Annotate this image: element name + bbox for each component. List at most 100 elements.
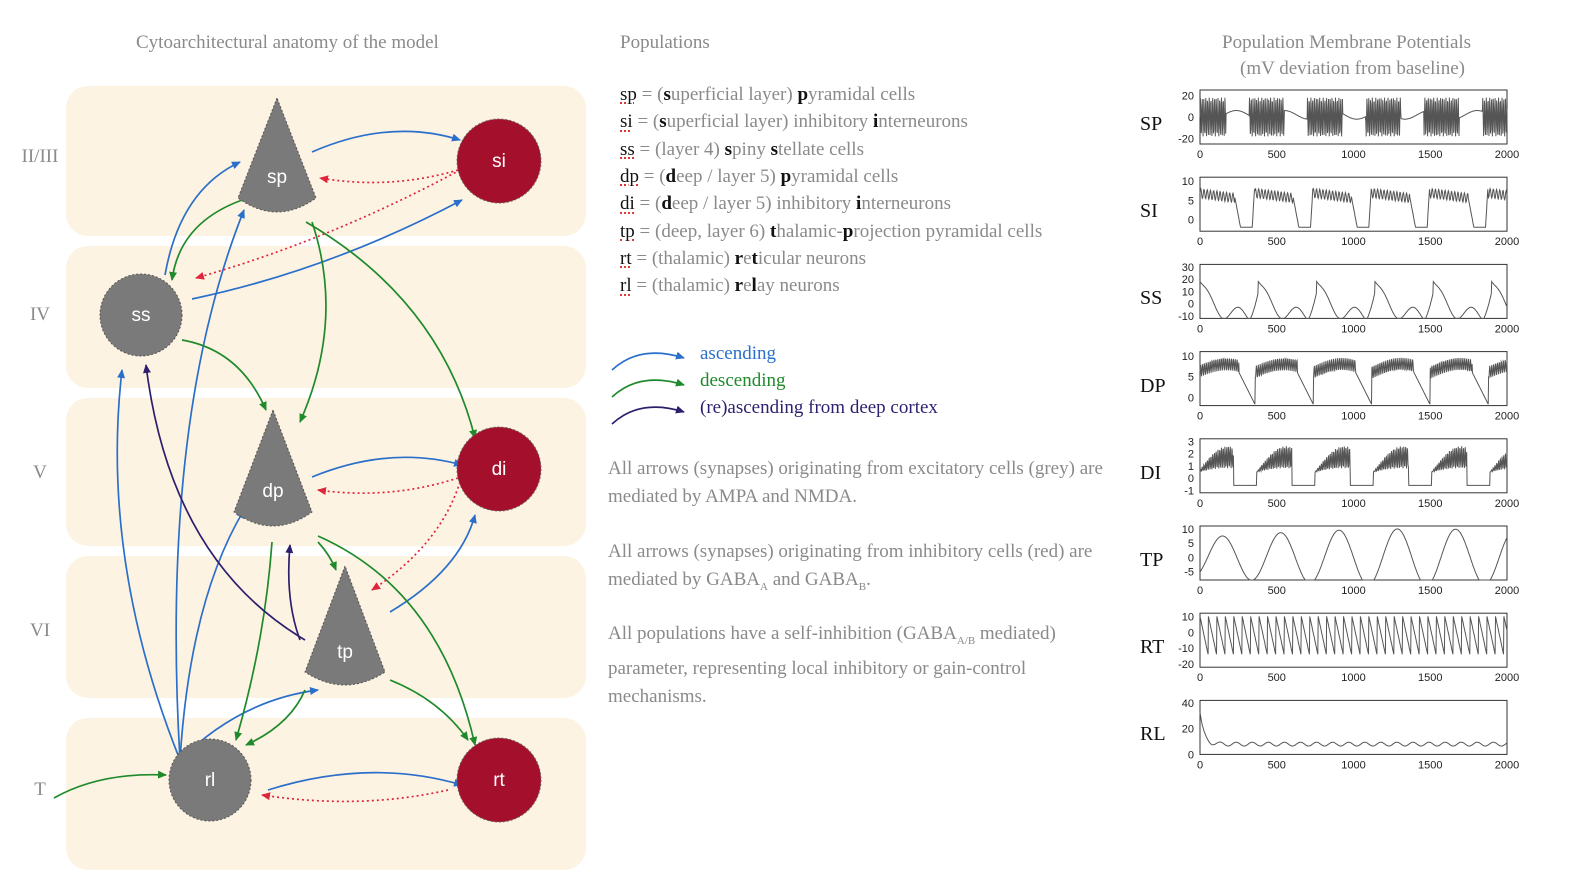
x-tick-label: 0: [1197, 498, 1203, 510]
series-line-sp: [1199, 97, 1508, 137]
plot-label-dp: DP: [1140, 374, 1166, 397]
arrow-ss-si: [191, 199, 463, 300]
node-di: di: [456, 426, 542, 512]
x-tick-label: 1000: [1341, 411, 1365, 423]
y-tick-label: 10: [1182, 286, 1194, 298]
x-tick-label: 0: [1197, 759, 1203, 771]
y-tick-label: -10: [1178, 643, 1194, 655]
layer-label-4: IV: [30, 304, 50, 325]
plot-label-ss: SS: [1140, 287, 1163, 310]
plot-rt: 100-10-200 500 1000 1500 2000: [1178, 611, 1519, 684]
arrow-rl-dp: [179, 509, 245, 761]
y-tick-label: 5: [1188, 538, 1194, 550]
population-text: e: [743, 247, 752, 269]
plot-label-sp: SP: [1140, 113, 1163, 135]
arrow-rl-sp: [175, 209, 245, 761]
population-bold: i: [856, 193, 862, 215]
population-text: = (: [632, 111, 660, 133]
series-line-rt: [1199, 616, 1508, 655]
note-excitatory: All arrows (synapses) originating from e…: [608, 458, 1103, 507]
plot-label-rl: RL: [1140, 723, 1166, 746]
arrow-tp-rl: [245, 689, 306, 746]
arrow-sp-ss: [169, 197, 249, 281]
y-tick-label: 20: [1182, 274, 1194, 286]
population-text: e: [743, 275, 752, 297]
note-self-text-b: mediated) parameter, representing local …: [608, 623, 1056, 707]
plot-label-si: SI: [1140, 200, 1158, 223]
node-tp: tp: [304, 564, 386, 686]
x-tick-label: 1500: [1418, 149, 1442, 161]
arrow-tp-ss: [143, 364, 306, 641]
y-tick-label: -10: [1178, 311, 1194, 323]
population-bold: r: [734, 247, 744, 269]
population-item: si = (superficial layer) inhibitory inte…: [620, 111, 968, 133]
note-self-sub: A/B: [956, 634, 976, 647]
y-tick-label: 0: [1188, 215, 1194, 227]
population-item: di = (deep / layer 5) inhibitory interne…: [620, 193, 951, 215]
arrow-si-sp: [319, 169, 459, 184]
arrow-di-tp: [371, 481, 461, 591]
x-tick-label: 0: [1197, 411, 1203, 423]
population-bold: t: [751, 247, 758, 269]
node-tp-label: tp: [337, 642, 353, 663]
series-line-si: [1199, 186, 1508, 228]
layer-label-6: VI: [30, 620, 50, 641]
inhibitory-arrows: [195, 169, 461, 803]
plot-label-rt: RT: [1140, 636, 1165, 659]
note-inhibitory-text-a: All arrows (synapses) originating from i…: [608, 541, 1093, 590]
arrow-input-rl: [53, 770, 167, 799]
reascending-arrows: [143, 364, 306, 641]
legend-descending-arrow: [611, 378, 685, 398]
population-text: nterneurons: [861, 193, 952, 215]
y-tick-label: 1: [1188, 461, 1194, 473]
legend-ascending-label: ascending: [700, 343, 776, 364]
plot-label-tp: TP: [1140, 549, 1164, 571]
series-line-tp: [1199, 528, 1508, 581]
note-inhibitory-text-c: .: [866, 569, 871, 590]
population-bold: s: [659, 111, 667, 133]
x-tick-label: 500: [1268, 323, 1286, 335]
x-tick-label: 0: [1197, 236, 1203, 248]
layer-label-2-3: II/III: [22, 146, 59, 167]
arrow-dp-di: [311, 456, 463, 478]
x-tick-label: 500: [1268, 759, 1286, 771]
y-tick-label: 20: [1182, 90, 1194, 102]
population-text: uperficial layer) inhibitory: [666, 111, 873, 133]
y-tick-label: 3: [1188, 436, 1194, 448]
x-tick-label: 0: [1197, 149, 1203, 161]
y-tick-label: 30: [1182, 262, 1194, 274]
population-bold: d: [661, 193, 672, 215]
y-tick-label: 10: [1182, 351, 1194, 363]
x-tick-label: 500: [1268, 411, 1286, 423]
arrow-dp-rt: [317, 535, 478, 746]
y-tick-label: 0: [1188, 392, 1194, 404]
series-line-di: [1199, 446, 1508, 486]
legend-reascending-label: (re)ascending from deep cortex: [700, 397, 938, 418]
population-text: = (layer 4): [634, 138, 725, 160]
x-tick-label: 2000: [1495, 498, 1519, 510]
note-inhibitory-sub-a: A: [759, 580, 768, 593]
x-tick-label: 1500: [1418, 323, 1442, 335]
plot-frame: [1199, 351, 1508, 407]
node-sp: sp: [237, 96, 317, 213]
x-tick-label: 2000: [1495, 759, 1519, 771]
population-bold: s: [770, 138, 778, 160]
y-tick-label: -1: [1184, 485, 1194, 497]
arrow-di-dp: [317, 477, 459, 496]
arrow-ss-dp: [181, 339, 267, 411]
node-rt: rt: [456, 737, 542, 823]
arrow-sp-di: [305, 221, 477, 439]
layer-label-5: V: [33, 462, 47, 483]
population-abbr: si: [620, 111, 633, 133]
series-line-rl: [1199, 711, 1508, 747]
population-bold: i: [872, 111, 879, 133]
population-abbr: rt: [620, 247, 632, 269]
y-tick-label: 0: [1188, 473, 1194, 485]
x-tick-label: 1500: [1418, 759, 1442, 771]
population-text: eep / layer 5): [676, 165, 781, 187]
x-tick-label: 2000: [1495, 411, 1519, 423]
